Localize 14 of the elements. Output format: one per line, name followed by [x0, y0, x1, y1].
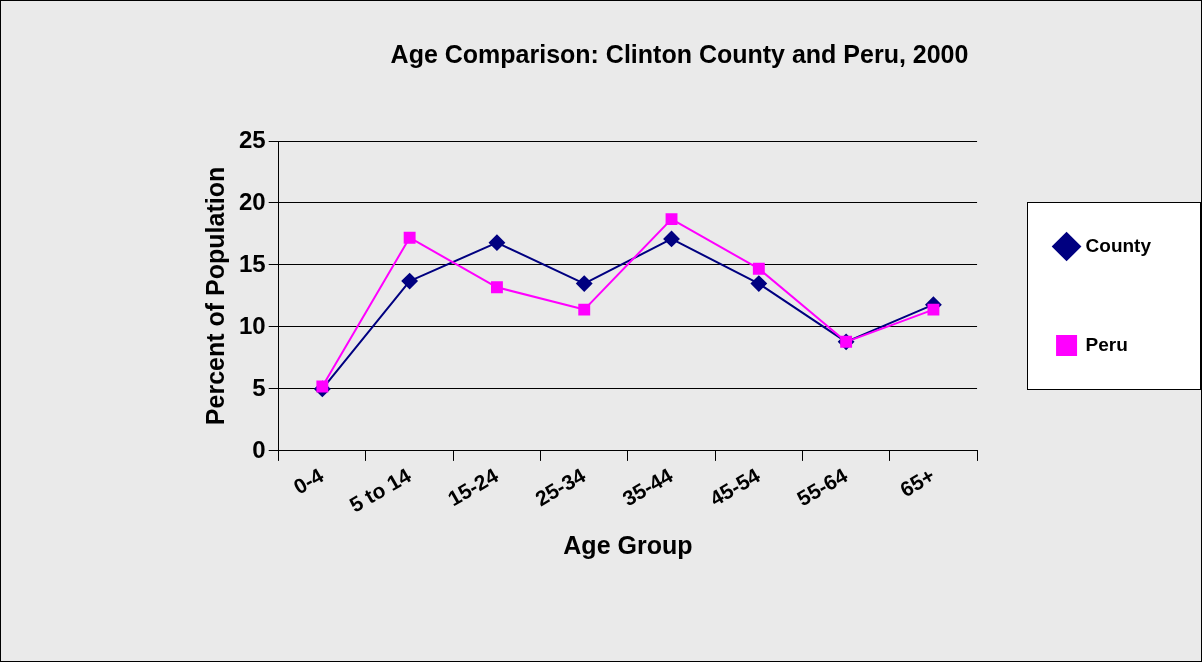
- legend-label: County: [1085, 234, 1152, 256]
- chart-title: Age Comparison: Clinton County and Peru, 2000: [390, 39, 969, 68]
- y-tick-label: 5: [252, 373, 266, 401]
- y-tick-label: 20: [238, 187, 266, 215]
- y-tick-label: 10: [238, 311, 266, 339]
- y-tick-label: 0: [252, 435, 266, 463]
- y-tick-label: 15: [238, 249, 266, 277]
- x-axis-title: Age Group: [563, 530, 693, 559]
- x-tick-label: 65+: [895, 463, 939, 502]
- x-tick-label: 5 to 14: [345, 463, 415, 517]
- legend-label: Peru: [1085, 333, 1128, 355]
- y-tick-label: 25: [238, 125, 266, 153]
- y-axis-title: Percent of Population: [200, 166, 229, 426]
- x-tick-label: 0-4: [289, 463, 328, 499]
